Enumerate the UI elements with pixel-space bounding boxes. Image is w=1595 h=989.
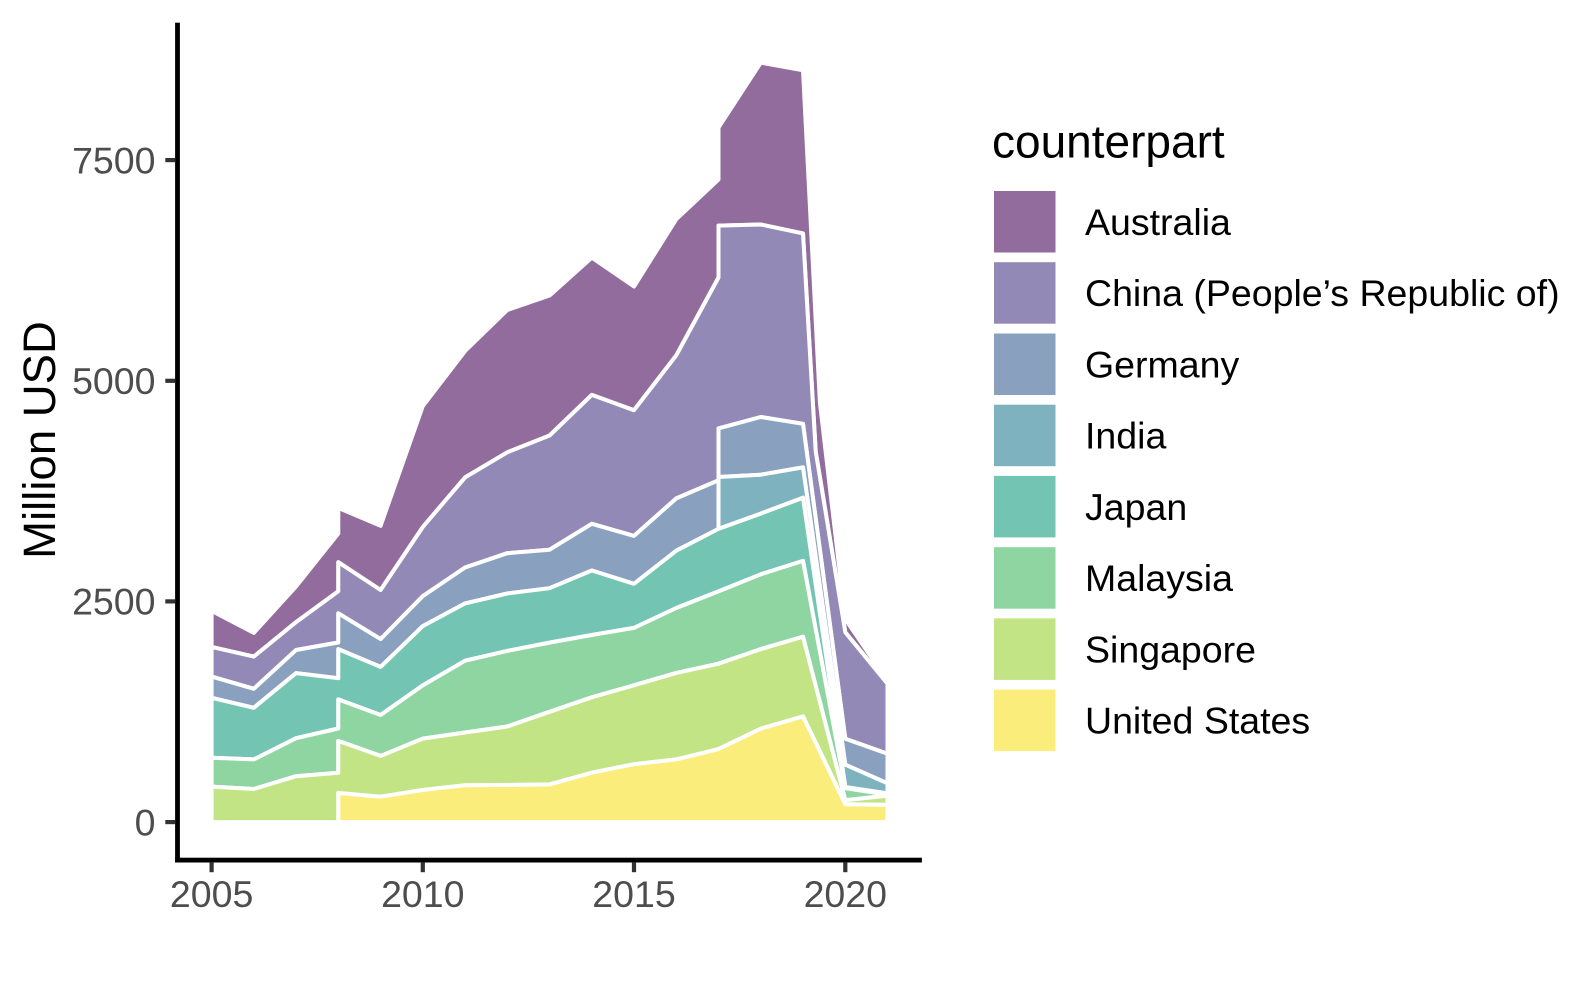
svg-text:2005: 2005 [170, 873, 253, 915]
svg-text:India: India [1085, 415, 1166, 457]
svg-text:7500: 7500 [72, 139, 155, 181]
svg-text:Japan: Japan [1085, 486, 1187, 528]
svg-text:China (People’s Republic of): China (People’s Republic of) [1085, 272, 1560, 314]
svg-text:2020: 2020 [804, 873, 887, 915]
svg-text:Singapore: Singapore [1085, 628, 1256, 670]
svg-text:5000: 5000 [72, 360, 155, 402]
svg-text:Australia: Australia [1085, 201, 1231, 243]
svg-text:counterpart: counterpart [992, 116, 1225, 168]
svg-text:0: 0 [135, 801, 156, 843]
svg-text:Million USD: Million USD [14, 321, 65, 559]
svg-text:2500: 2500 [72, 581, 155, 623]
svg-text:Malaysia: Malaysia [1085, 557, 1233, 599]
svg-text:Germany: Germany [1085, 343, 1239, 385]
svg-text:2010: 2010 [381, 873, 464, 915]
svg-text:United States: United States [1085, 700, 1310, 742]
svg-text:2015: 2015 [592, 873, 675, 915]
